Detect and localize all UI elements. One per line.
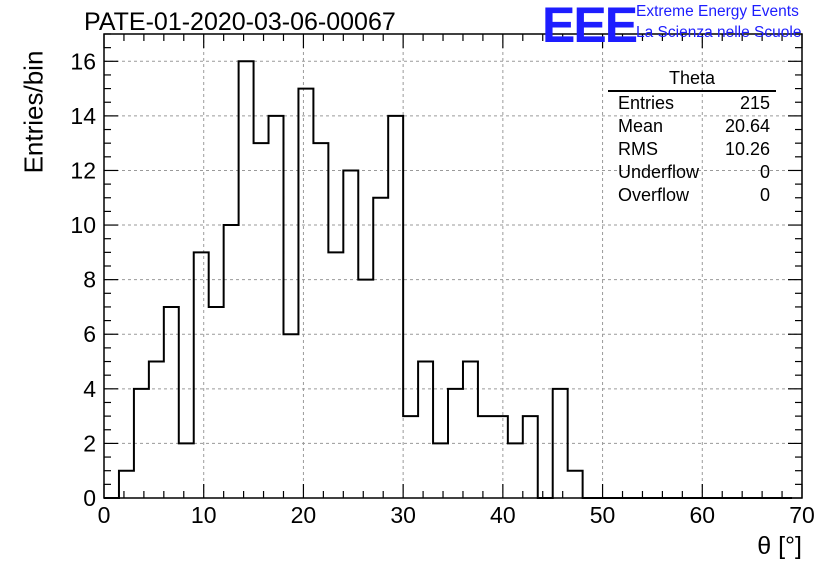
- histogram-bin: [373, 198, 388, 498]
- x-tick-label: 70: [789, 502, 815, 528]
- y-axis-label: Entries/bin: [18, 50, 49, 174]
- x-tick-label: 50: [590, 502, 616, 528]
- y-tick-label: 0: [83, 485, 96, 511]
- histogram-bin: [478, 416, 493, 498]
- y-tick-label: 6: [83, 321, 96, 347]
- histogram-bin: [313, 143, 328, 498]
- x-tick-label: 20: [291, 502, 317, 528]
- histogram-bin: [508, 443, 523, 498]
- histogram-bin: [298, 89, 313, 498]
- logo-tagline-2: La Scienza nelle Scuole: [636, 24, 802, 41]
- histogram-bin: [119, 471, 134, 498]
- y-axis-ticks: 0 2 4 6 8 10 12 14 16: [70, 33, 802, 511]
- stats-label: Entries: [618, 93, 675, 113]
- x-tick-label: 60: [689, 502, 715, 528]
- histogram-bin: [164, 307, 179, 498]
- x-axis-label: θ [°]: [757, 532, 802, 560]
- y-tick-label: 12: [70, 157, 96, 183]
- histogram-bin: [493, 416, 508, 498]
- stats-value: 10.26: [724, 139, 770, 159]
- stats-row-overflow: Overflow 0: [608, 184, 776, 207]
- histogram-bin: [209, 307, 224, 498]
- histogram-bin: [239, 61, 254, 498]
- y-tick-label: 4: [83, 376, 96, 402]
- stats-row-underflow: Underflow 0: [608, 161, 776, 184]
- histogram-bin: [328, 252, 343, 498]
- y-tick-label: 2: [83, 430, 96, 456]
- histogram-bin: [269, 116, 284, 498]
- y-tick-label: 10: [70, 212, 96, 238]
- stats-box: Theta Entries 215 Mean 20.64 RMS 10.26 U…: [608, 68, 776, 207]
- stats-label: Mean: [618, 116, 664, 136]
- stats-value: 0: [759, 162, 770, 182]
- histogram-bin: [568, 471, 583, 498]
- histogram-bin: [463, 362, 478, 498]
- histogram-bin: [433, 443, 448, 498]
- y-tick-label: 8: [83, 267, 96, 293]
- histogram-bin: [179, 443, 194, 498]
- stats-label: RMS: [618, 139, 658, 159]
- x-tick-label: 10: [191, 502, 217, 528]
- stats-row-entries: Entries 215: [608, 92, 776, 115]
- chart-title: PATE-01-2020-03-06-00067: [84, 8, 396, 36]
- histogram-bin: [418, 362, 433, 498]
- stats-value: 20.64: [724, 116, 770, 136]
- stats-title: Theta: [608, 68, 776, 92]
- histogram-bin: [403, 416, 418, 498]
- stats-value: 215: [739, 93, 770, 113]
- eee-logo: EEE: [542, 0, 638, 53]
- histogram-bin: [194, 252, 209, 498]
- histogram-bin: [523, 416, 538, 498]
- histogram-bin: [283, 334, 298, 498]
- y-tick-label: 14: [70, 103, 96, 129]
- histogram-bin: [149, 362, 164, 498]
- histogram-bin: [254, 143, 269, 498]
- stats-value: 0: [759, 185, 770, 205]
- histogram-bin: [224, 225, 239, 498]
- stats-label: Underflow: [618, 162, 700, 182]
- stats-row-mean: Mean 20.64: [608, 115, 776, 138]
- y-tick-label: 16: [70, 48, 96, 74]
- x-tick-label: 0: [98, 502, 111, 528]
- x-tick-label: 40: [490, 502, 516, 528]
- histogram-bin: [388, 116, 403, 498]
- x-tick-label: 30: [390, 502, 416, 528]
- logo-tagline-1: Extreme Energy Events: [636, 3, 799, 20]
- stats-label: Overflow: [618, 185, 690, 205]
- x-axis-ticks: 0 10 20 30 40 50 60 70: [98, 34, 815, 528]
- stats-row-rms: RMS 10.26: [608, 138, 776, 161]
